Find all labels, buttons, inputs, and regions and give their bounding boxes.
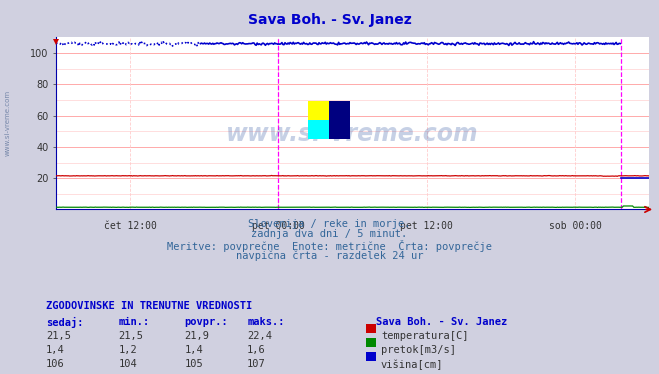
Text: zadnja dva dni / 5 minut.: zadnja dva dni / 5 minut. [251,229,408,239]
Text: www.si-vreme.com: www.si-vreme.com [226,122,479,146]
Text: 1,4: 1,4 [185,345,203,355]
Text: 1,2: 1,2 [119,345,137,355]
Text: 21,5: 21,5 [46,331,71,341]
Bar [329,101,349,139]
Bar [308,120,329,139]
Text: Sava Boh. - Sv. Janez: Sava Boh. - Sv. Janez [376,317,507,327]
Text: povpr.:: povpr.: [185,317,228,327]
Text: Sava Boh. - Sv. Janez: Sava Boh. - Sv. Janez [248,13,411,27]
Text: čet 12:00: čet 12:00 [103,221,157,232]
Text: 107: 107 [247,359,266,370]
Text: ZGODOVINSKE IN TRENUTNE VREDNOSTI: ZGODOVINSKE IN TRENUTNE VREDNOSTI [46,301,252,311]
Text: sedaj:: sedaj: [46,317,84,328]
Text: pretok[m3/s]: pretok[m3/s] [381,345,456,355]
Text: 105: 105 [185,359,203,370]
Text: 21,5: 21,5 [119,331,144,341]
Text: temperatura[C]: temperatura[C] [381,331,469,341]
Text: sob 00:00: sob 00:00 [548,221,602,232]
Text: 1,6: 1,6 [247,345,266,355]
Text: Meritve: povprečne  Enote: metrične  Črta: povprečje: Meritve: povprečne Enote: metrične Črta:… [167,240,492,252]
Text: 21,9: 21,9 [185,331,210,341]
Text: pet 12:00: pet 12:00 [400,221,453,232]
Bar [308,101,329,120]
Text: 1,4: 1,4 [46,345,65,355]
Text: višina[cm]: višina[cm] [381,359,444,370]
Text: maks.:: maks.: [247,317,285,327]
Text: 104: 104 [119,359,137,370]
Text: Slovenija / reke in morje.: Slovenija / reke in morje. [248,219,411,229]
Text: 106: 106 [46,359,65,370]
Text: 22,4: 22,4 [247,331,272,341]
Text: navpična črta - razdelek 24 ur: navpična črta - razdelek 24 ur [236,250,423,261]
Text: min.:: min.: [119,317,150,327]
Text: pet 00:00: pet 00:00 [252,221,305,232]
Text: www.si-vreme.com: www.si-vreme.com [5,91,11,156]
